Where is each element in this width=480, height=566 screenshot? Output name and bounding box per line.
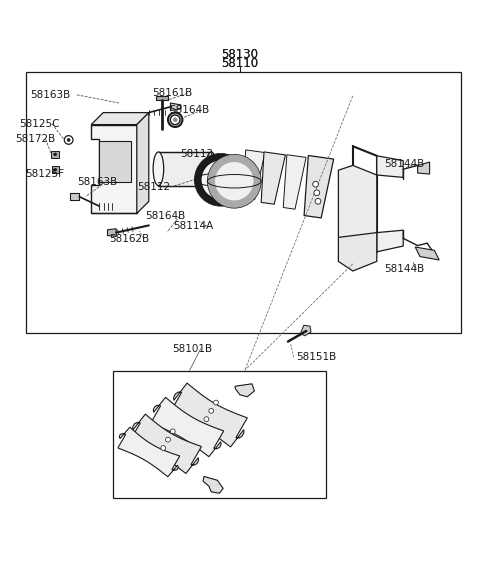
Text: 58114A: 58114A [173, 221, 213, 231]
Polygon shape [304, 156, 334, 218]
Text: 58172B: 58172B [15, 134, 56, 144]
Circle shape [166, 438, 170, 442]
Bar [26, 72, 461, 333]
Ellipse shape [206, 152, 216, 186]
Polygon shape [377, 156, 403, 177]
Circle shape [194, 153, 247, 206]
Text: 58130: 58130 [221, 48, 259, 61]
Text: 58101B: 58101B [172, 344, 212, 354]
Polygon shape [243, 150, 265, 200]
Polygon shape [300, 325, 311, 336]
Polygon shape [118, 427, 180, 477]
Polygon shape [51, 151, 59, 158]
Bar [99, 142, 131, 182]
Polygon shape [170, 103, 181, 111]
Text: 58163B: 58163B [77, 177, 117, 187]
Text: 58151B: 58151B [297, 353, 337, 362]
Circle shape [207, 155, 261, 208]
Ellipse shape [156, 229, 168, 241]
Bar [113, 371, 326, 498]
Circle shape [64, 136, 73, 144]
Polygon shape [415, 247, 439, 260]
Circle shape [312, 181, 318, 187]
Polygon shape [338, 165, 377, 242]
Text: 58110: 58110 [221, 57, 259, 70]
Polygon shape [418, 162, 430, 174]
Text: 58130: 58130 [221, 48, 259, 61]
Text: 58162B: 58162B [109, 234, 150, 244]
Circle shape [54, 153, 57, 156]
Text: 58125C: 58125C [19, 119, 60, 128]
Polygon shape [170, 383, 247, 447]
Polygon shape [203, 477, 223, 493]
Circle shape [170, 429, 175, 434]
Polygon shape [108, 229, 116, 237]
Polygon shape [151, 397, 224, 457]
Ellipse shape [188, 218, 196, 228]
Polygon shape [52, 166, 59, 173]
Polygon shape [338, 233, 377, 271]
Polygon shape [91, 113, 149, 125]
Polygon shape [70, 193, 79, 200]
Text: 58163B: 58163B [30, 90, 71, 100]
Circle shape [215, 162, 253, 200]
Text: 58164B: 58164B [145, 211, 185, 221]
Polygon shape [377, 230, 403, 252]
Circle shape [161, 445, 166, 451]
Circle shape [54, 168, 57, 171]
Polygon shape [283, 155, 306, 209]
Text: 58144B: 58144B [384, 159, 424, 169]
Polygon shape [137, 113, 149, 213]
Text: 58144B: 58144B [384, 264, 424, 273]
Circle shape [314, 190, 320, 196]
Text: 58164B: 58164B [169, 105, 209, 115]
Circle shape [67, 139, 70, 142]
Polygon shape [91, 125, 137, 213]
Polygon shape [261, 152, 286, 204]
Circle shape [204, 417, 209, 422]
Polygon shape [235, 384, 254, 397]
Ellipse shape [168, 113, 182, 127]
Text: 58113: 58113 [180, 149, 213, 160]
Text: 58161B: 58161B [153, 88, 193, 98]
Ellipse shape [185, 216, 199, 230]
Polygon shape [130, 414, 202, 474]
Ellipse shape [159, 231, 166, 238]
Ellipse shape [153, 152, 164, 186]
Polygon shape [156, 96, 168, 100]
Circle shape [202, 161, 240, 199]
Text: 58112: 58112 [137, 182, 170, 192]
Circle shape [209, 409, 214, 413]
Ellipse shape [170, 115, 180, 125]
Circle shape [315, 199, 321, 204]
Text: 58110: 58110 [221, 57, 259, 70]
Text: 58125F: 58125F [25, 169, 64, 178]
Ellipse shape [173, 118, 177, 122]
Polygon shape [158, 152, 211, 186]
Circle shape [214, 400, 218, 405]
